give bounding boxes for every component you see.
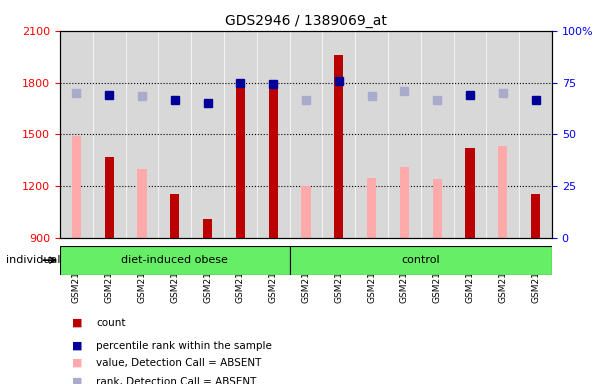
Bar xyxy=(72,136,81,238)
Text: ■: ■ xyxy=(72,341,83,351)
Text: control: control xyxy=(401,255,440,265)
Bar xyxy=(498,146,508,238)
Text: diet-induced obese: diet-induced obese xyxy=(121,255,228,265)
Bar xyxy=(301,186,311,238)
Bar xyxy=(104,157,114,238)
Bar xyxy=(290,246,552,275)
Text: value, Detection Call = ABSENT: value, Detection Call = ABSENT xyxy=(96,358,262,368)
Text: ■: ■ xyxy=(72,377,83,384)
Bar xyxy=(433,179,442,238)
Bar xyxy=(137,169,146,238)
Text: ■: ■ xyxy=(72,318,83,328)
Bar xyxy=(466,148,475,238)
Text: individual: individual xyxy=(6,255,61,265)
Bar xyxy=(400,167,409,238)
Bar xyxy=(531,194,540,238)
Bar xyxy=(203,219,212,238)
Bar xyxy=(367,177,376,238)
Bar xyxy=(334,55,343,238)
Bar xyxy=(236,84,245,238)
Title: GDS2946 / 1389069_at: GDS2946 / 1389069_at xyxy=(225,14,387,28)
Text: percentile rank within the sample: percentile rank within the sample xyxy=(96,341,272,351)
Bar xyxy=(269,89,278,238)
Text: ■: ■ xyxy=(72,358,83,368)
Text: rank, Detection Call = ABSENT: rank, Detection Call = ABSENT xyxy=(96,377,256,384)
Bar xyxy=(60,246,290,275)
Bar xyxy=(170,194,179,238)
Text: count: count xyxy=(96,318,125,328)
